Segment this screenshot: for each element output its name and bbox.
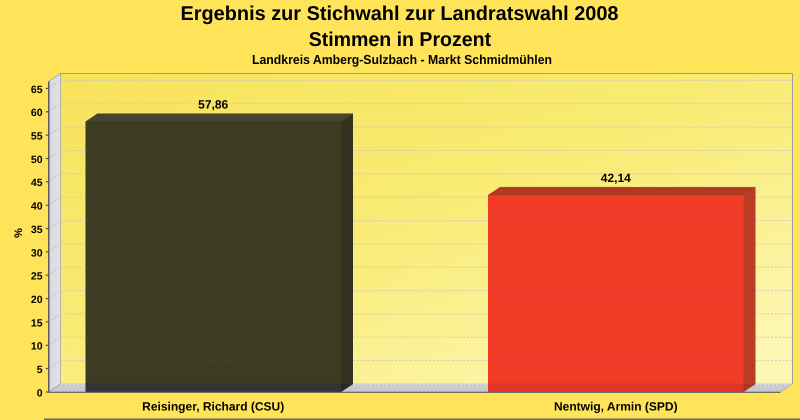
svg-text:42,14: 42,14 <box>601 171 631 185</box>
svg-text:5: 5 <box>37 364 43 376</box>
svg-text:Stimmen in Prozent: Stimmen in Prozent <box>309 29 492 51</box>
svg-text:Reisinger, Richard (CSU): Reisinger, Richard (CSU) <box>142 400 284 414</box>
svg-text:15: 15 <box>31 317 43 329</box>
svg-text:50: 50 <box>31 154 43 166</box>
svg-text:%: % <box>13 228 25 238</box>
svg-text:Landkreis Amberg-Sulzbach - Ma: Landkreis Amberg-Sulzbach - Markt Schmid… <box>252 52 552 67</box>
svg-text:40: 40 <box>31 201 43 213</box>
svg-text:25: 25 <box>31 271 43 283</box>
svg-text:55: 55 <box>31 131 43 143</box>
svg-text:57,86: 57,86 <box>198 97 228 111</box>
svg-text:45: 45 <box>31 177 43 189</box>
svg-text:Nentwig, Armin (SPD): Nentwig, Armin (SPD) <box>554 400 678 414</box>
svg-text:10: 10 <box>31 341 43 353</box>
svg-text:Ergebnis zur Stichwahl zur Lan: Ergebnis zur Stichwahl zur Landratswahl … <box>181 3 619 25</box>
svg-text:35: 35 <box>31 224 43 236</box>
svg-text:65: 65 <box>31 84 43 96</box>
svg-text:0: 0 <box>37 387 43 399</box>
svg-text:60: 60 <box>31 107 43 119</box>
svg-text:30: 30 <box>31 247 43 259</box>
svg-text:20: 20 <box>31 294 43 306</box>
